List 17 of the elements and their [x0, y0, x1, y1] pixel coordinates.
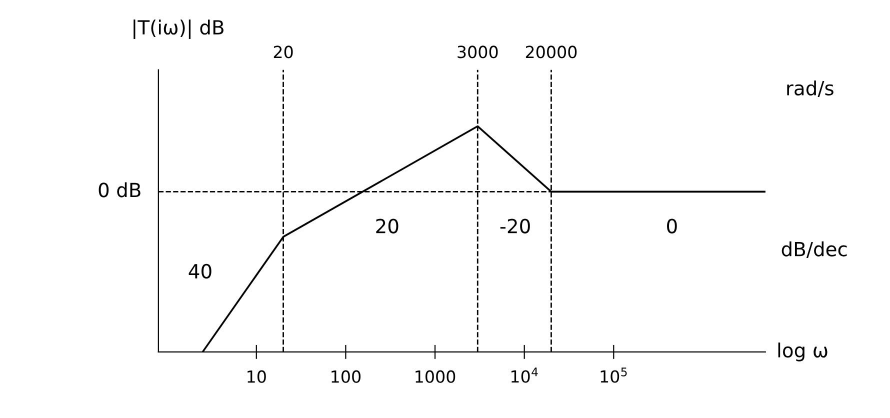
ref-line-label: 20000: [526, 46, 577, 58]
annotation: 40: [188, 264, 212, 279]
annotation: 20: [376, 218, 398, 234]
x-axis-title: log ω: [778, 342, 828, 362]
annotation: -20: [500, 218, 530, 234]
ref-line-label: 20: [274, 46, 293, 58]
x-tick-label: 100: [332, 370, 361, 383]
x-tick-label: 10$^{4}$: [512, 368, 538, 383]
text: dB/dec: [782, 241, 847, 258]
x-tick-label: 10$^{5}$: [600, 368, 627, 383]
ref-line-label: 3000: [458, 46, 498, 58]
annotation: 0: [667, 218, 677, 234]
ref-line-label: 0 dB: [98, 182, 140, 198]
y-axis-title: |T(iω)| dB: [134, 20, 224, 39]
x-tick-label: 10: [248, 370, 266, 383]
text: rad/s: [787, 80, 834, 98]
x-tick-label: 1000: [416, 370, 456, 383]
